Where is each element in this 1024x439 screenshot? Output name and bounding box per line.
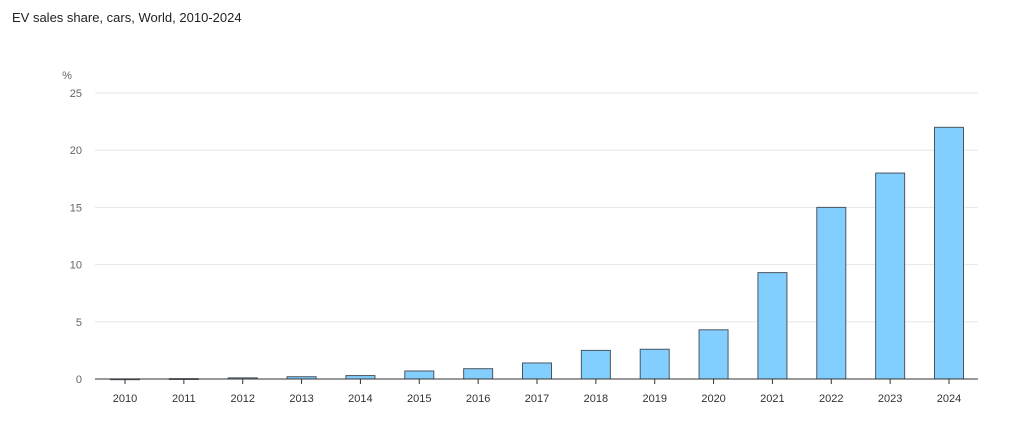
x-tick-label: 2023 bbox=[878, 393, 902, 405]
x-tick-label: 2021 bbox=[760, 393, 784, 405]
y-tick-label: 20 bbox=[70, 145, 82, 157]
bar-2020[interactable] bbox=[698, 329, 729, 380]
bar-2016[interactable] bbox=[463, 368, 494, 380]
x-tick-label: 2014 bbox=[348, 393, 372, 405]
y-tick-label: 10 bbox=[70, 260, 82, 272]
bar-2017[interactable] bbox=[522, 362, 552, 380]
y-axis-label: % bbox=[62, 70, 72, 82]
x-tick-label: 2012 bbox=[230, 393, 254, 405]
x-tick-label: 2022 bbox=[819, 393, 843, 405]
y-axis-ticks: 0 5 10 15 20 25 bbox=[70, 88, 82, 386]
bar-2014[interactable] bbox=[345, 375, 376, 380]
chart-title: EV sales share, cars, World, 2010-2024 bbox=[12, 10, 242, 25]
x-tick-label: 2016 bbox=[466, 393, 490, 405]
x-tick-label: 2010 bbox=[113, 393, 137, 405]
x-tick-label: 2020 bbox=[701, 393, 725, 405]
x-tick-label: 2011 bbox=[172, 393, 196, 405]
bar-2018[interactable] bbox=[580, 349, 611, 380]
bar-2015[interactable] bbox=[404, 370, 435, 380]
y-tick-label: 15 bbox=[70, 202, 82, 214]
bar-2019[interactable] bbox=[639, 348, 670, 380]
bar-2024[interactable] bbox=[934, 126, 964, 380]
bar-2022[interactable] bbox=[816, 206, 847, 380]
x-tick-label: 2019 bbox=[642, 393, 666, 405]
x-tick-label: 2013 bbox=[289, 393, 313, 405]
x-axis-ticks: 2010 2011 2012 2013 2014 2015 2016 2017 2018 2019… bbox=[113, 379, 961, 405]
y-tick-label: 25 bbox=[70, 88, 82, 100]
bars bbox=[110, 126, 964, 381]
x-tick-label: 2024 bbox=[937, 393, 961, 405]
x-tick-label: 2018 bbox=[584, 393, 608, 405]
bar-2023[interactable] bbox=[875, 172, 906, 380]
x-tick-label: 2015 bbox=[407, 393, 431, 405]
bar-2021[interactable] bbox=[757, 272, 788, 380]
x-tick-label: 2017 bbox=[525, 393, 549, 405]
y-tick-label: 0 bbox=[76, 374, 82, 386]
y-tick-label: 5 bbox=[76, 317, 82, 329]
